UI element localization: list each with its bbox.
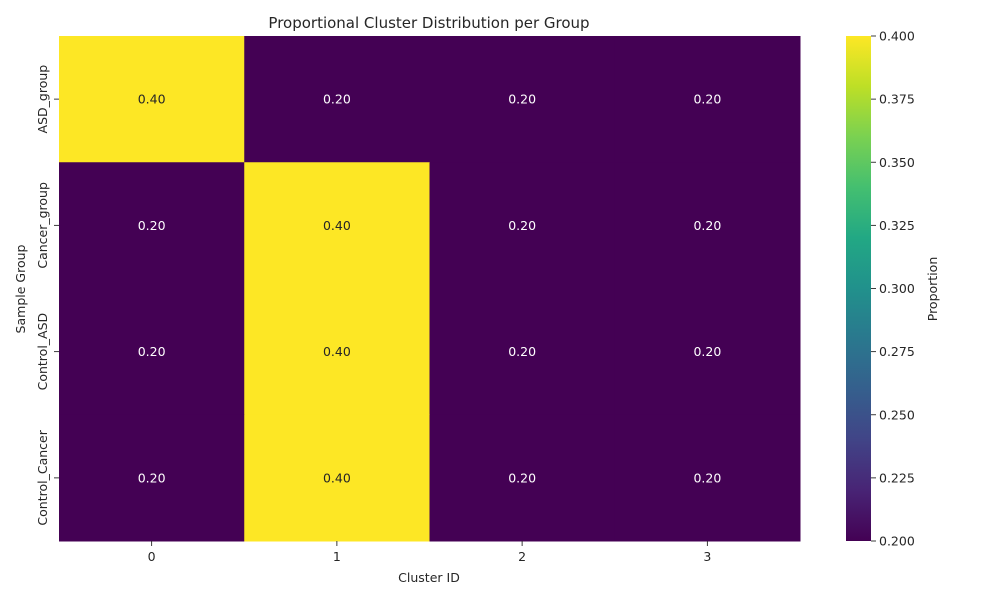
heatmap-cell-label-0-3: 0.20 [693, 92, 721, 107]
heatmap-cell-2-2 [429, 288, 616, 416]
y-axis: ASD_group Cancer_group Control_ASD Control_… [35, 65, 59, 526]
heatmap-cell-1-3 [614, 162, 801, 289]
heatmap-cell-label-0-1: 0.20 [323, 92, 351, 107]
colorbar-tick-label-8: 0.400 [879, 29, 915, 44]
heatmap-cell-label-1-0: 0.20 [138, 218, 166, 233]
x-tick-label-2: 2 [518, 549, 526, 564]
heatmap-cell-0-3 [614, 36, 801, 163]
heatmap-cell-label-1-2: 0.20 [508, 218, 536, 233]
heatmap-cell-0-1 [244, 36, 430, 163]
heatmap-cell-label-3-1: 0.40 [323, 470, 351, 485]
heatmap-cell-labels: 0.40 0.20 0.20 0.20 0.20 0.40 0.20 0.20 0.20 0.40… [138, 92, 722, 486]
heatmap-cell-2-3 [614, 288, 801, 416]
heatmap-cell-label-1-1: 0.40 [323, 218, 351, 233]
heatmap-cell-label-2-3: 0.20 [693, 344, 721, 359]
colorbar-tick-label-1: 0.225 [879, 470, 915, 485]
heatmap-cell-1-0 [59, 162, 245, 289]
heatmap-cell-0-0 [59, 36, 245, 163]
y-tick-label-0: ASD_group [35, 65, 50, 134]
heatmap-cell-3-1 [244, 414, 430, 542]
colorbar-tick-label-6: 0.350 [879, 155, 915, 170]
y-tick-label-3: Control_Cancer [35, 429, 50, 525]
chart-title: Proportional Cluster Distribution per Gr… [268, 14, 589, 32]
heatmap-cell-0-2 [429, 36, 616, 163]
heatmap-cell-label-2-2: 0.20 [508, 344, 536, 359]
colorbar-tick-label-7: 0.375 [879, 92, 915, 107]
heatmap-cell-1-1 [244, 162, 430, 289]
y-tick-label-2: Control_ASD [35, 313, 50, 391]
colorbar-tick-label-5: 0.325 [879, 218, 915, 233]
heatmap-cell-label-2-0: 0.20 [138, 344, 166, 359]
heatmap-cell-label-1-3: 0.20 [693, 218, 721, 233]
heatmap-cell-label-0-2: 0.20 [508, 92, 536, 107]
colorbar-tick-label-0: 0.200 [879, 534, 915, 549]
heatmap-cell-3-0 [59, 414, 245, 542]
x-tick-label-3: 3 [703, 549, 711, 564]
heatmap-cell-label-3-2: 0.20 [508, 470, 536, 485]
x-axis-label: Cluster ID [398, 570, 460, 585]
heatmap-cell-1-2 [429, 162, 616, 289]
heatmap-cell-label-3-3: 0.20 [693, 470, 721, 485]
heatmap-cell-label-0-0: 0.40 [138, 92, 166, 107]
colorbar-tick-label-3: 0.275 [879, 344, 915, 359]
x-tick-label-1: 1 [333, 549, 341, 564]
heatmap-cells [59, 36, 801, 542]
colorbar-tick-label-2: 0.250 [879, 407, 915, 422]
heatmap-cell-2-0 [59, 288, 245, 416]
heatmap-cell-2-1 [244, 288, 430, 416]
colorbar: 0.200 0.225 0.250 0.275 0.300 0.325 0.350 0.375… [846, 29, 915, 549]
y-tick-label-1: Cancer_group [35, 182, 50, 269]
x-tick-label-0: 0 [148, 549, 156, 564]
y-axis-label: Sample Group [13, 244, 28, 333]
colorbar-gradient [846, 36, 871, 541]
heatmap-cell-label-2-1: 0.40 [323, 344, 351, 359]
heatmap-cell-3-2 [429, 414, 616, 542]
heatmap-cell-3-3 [614, 414, 801, 542]
x-axis: 0 1 2 3 [148, 541, 711, 564]
colorbar-label: Proportion [925, 257, 940, 322]
heatmap-cell-label-3-0: 0.20 [138, 470, 166, 485]
colorbar-tick-label-4: 0.300 [879, 281, 915, 296]
